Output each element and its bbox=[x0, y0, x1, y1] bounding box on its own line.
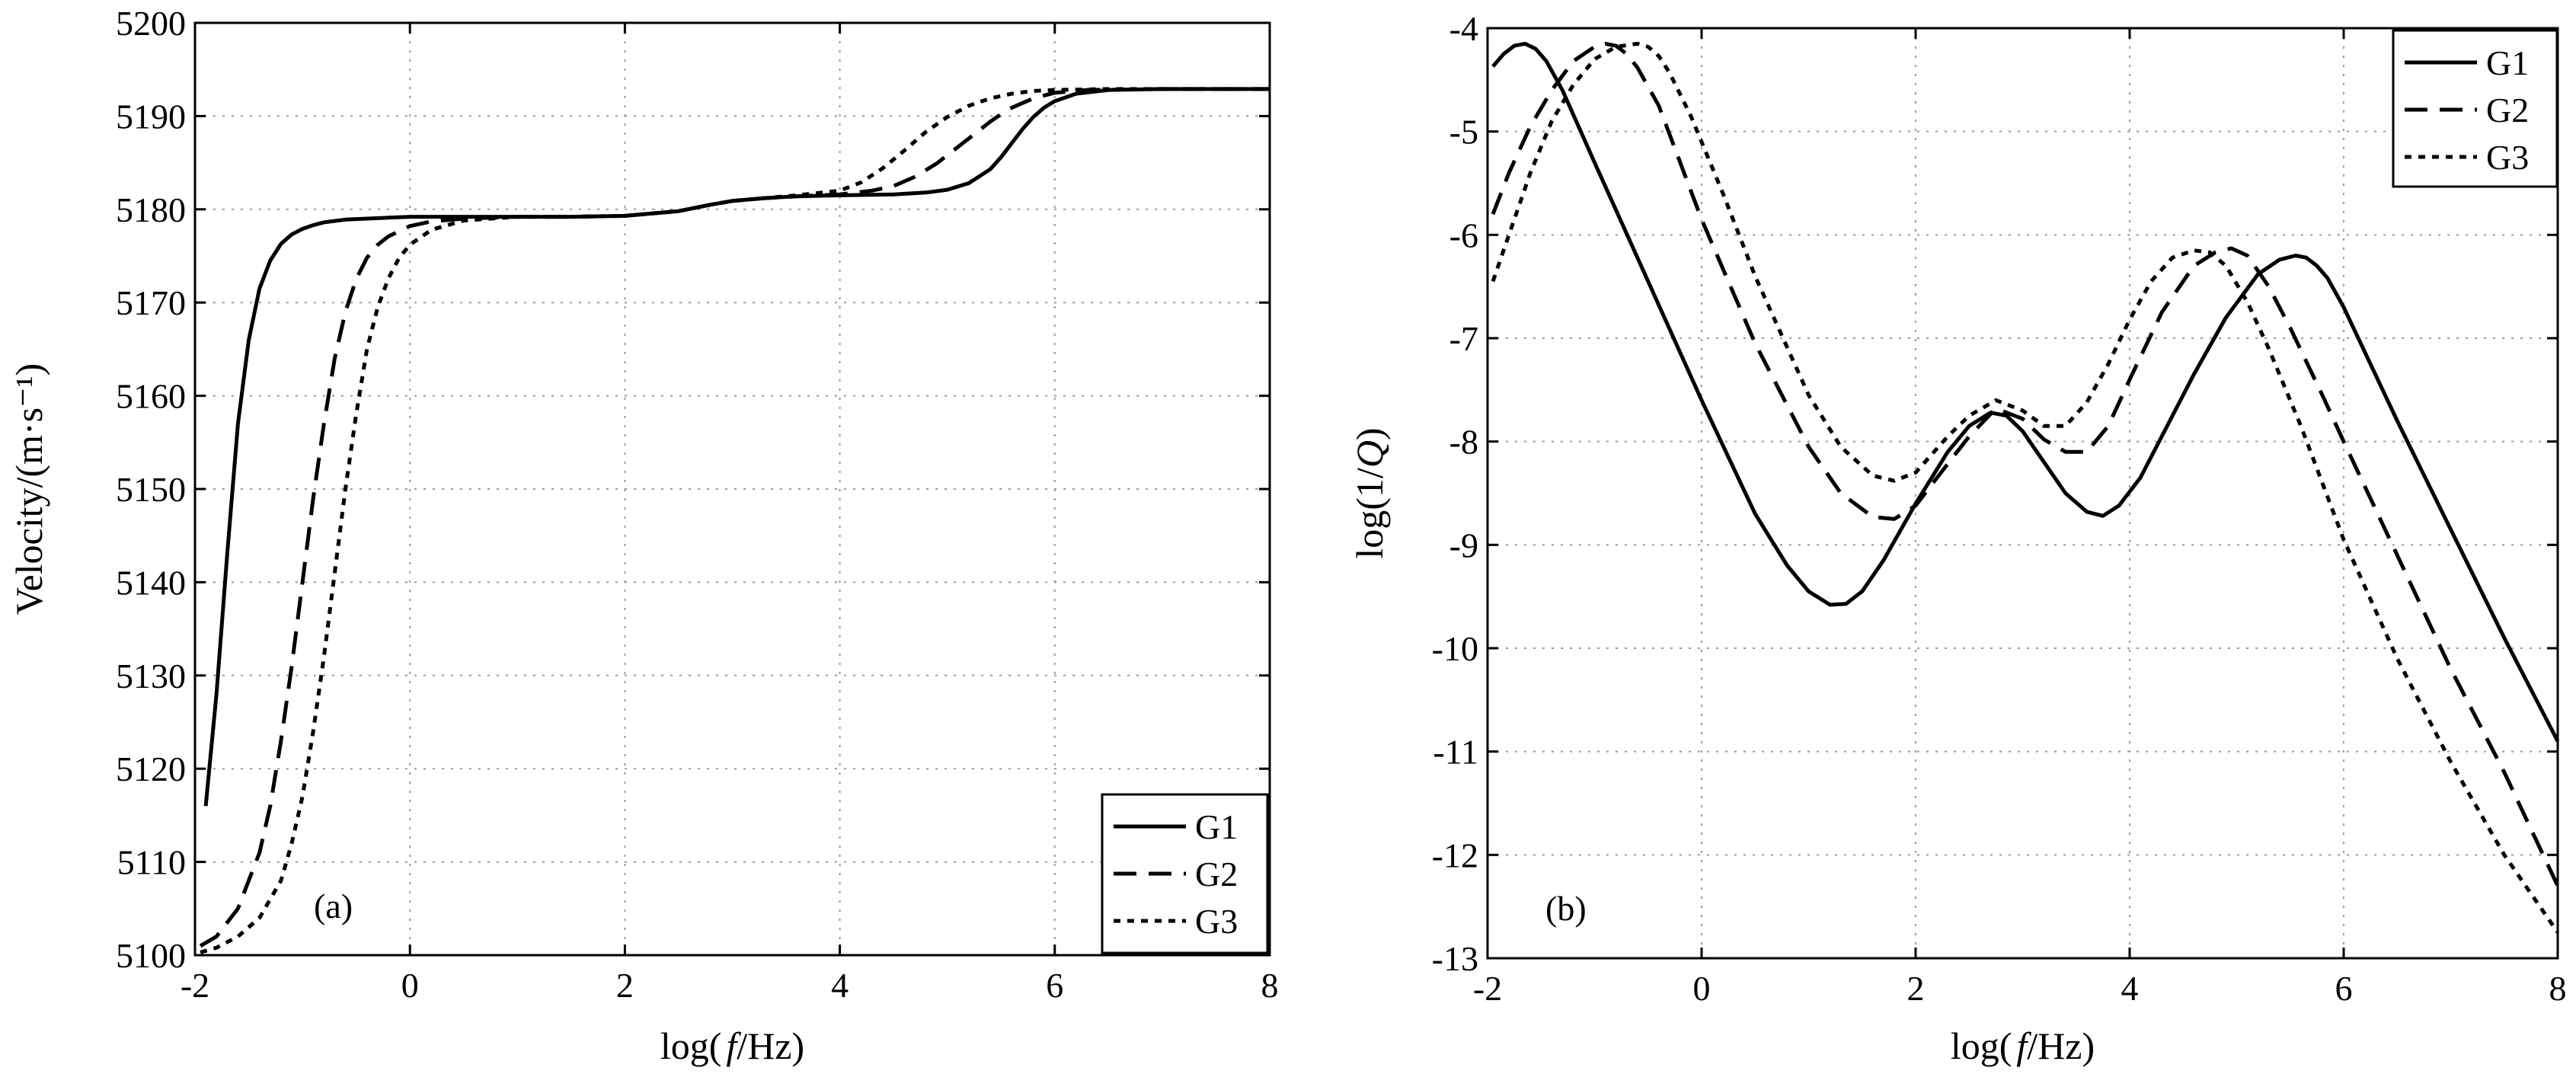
y-tick-label: -5 bbox=[1449, 113, 1478, 152]
y-tick-label: 5110 bbox=[117, 843, 186, 882]
chart-b: -2 0 2 4 6 8 -4 -5 -6 -7 -8 -9 -10 -11 -12 -13 log(f/Hz… bbox=[1348, 9, 2567, 1067]
chart-a-tick-labels: -2 0 2 4 6 8 5100 5110 5120 5130 5140 5150 5160 5170 5… bbox=[116, 4, 1279, 1005]
y-tick-label: -12 bbox=[1432, 836, 1478, 874]
y-tick-label: 5180 bbox=[116, 190, 186, 229]
legend-label-g1: G1 bbox=[2486, 43, 2529, 82]
x-tick-label: 6 bbox=[2335, 969, 2353, 1008]
legend-label-g2: G2 bbox=[1195, 855, 1238, 893]
chart-a-legend: G1 G2 G3 bbox=[1101, 793, 1269, 954]
series-line-g1 bbox=[203, 87, 1270, 807]
y-tick-label: -10 bbox=[1432, 629, 1478, 668]
y-tick-label: 5100 bbox=[116, 936, 186, 975]
y-tick-label: 5140 bbox=[116, 563, 186, 602]
x-tick-label: 2 bbox=[1907, 969, 1925, 1008]
y-tick-label: -4 bbox=[1449, 9, 1478, 48]
series-line-g1 bbox=[1491, 41, 2560, 743]
x-tick-label: 4 bbox=[2121, 969, 2139, 1008]
chart-a-curves bbox=[199, 87, 1270, 954]
chart-a-panel-label: (a) bbox=[314, 887, 353, 925]
x-tick-label: 0 bbox=[401, 966, 419, 1005]
series-line-g3 bbox=[200, 87, 1270, 954]
chart-b-legend: G1 G2 G3 bbox=[2392, 29, 2558, 188]
chart-b-panel-label: (b) bbox=[1545, 889, 1587, 928]
y-tick-label: 5120 bbox=[116, 750, 186, 788]
chart-b-ticks bbox=[1486, 27, 2559, 960]
y-tick-label: -6 bbox=[1449, 216, 1478, 254]
y-tick-label: 5130 bbox=[116, 657, 186, 695]
series-line-g2 bbox=[199, 87, 1270, 948]
legend-label-g1: G1 bbox=[1195, 807, 1238, 846]
legend-label-g3: G3 bbox=[1195, 902, 1238, 941]
chart-b-y-axis-title: log(1/Q) bbox=[1348, 427, 1391, 558]
chart-b-tick-labels: -2 0 2 4 6 8 -4 -5 -6 -7 -8 -9 -10 -11 -12 -13 bbox=[1432, 9, 2567, 1008]
x-tick-label: 8 bbox=[1261, 966, 1279, 1005]
x-tick-label: 4 bbox=[831, 966, 849, 1005]
x-tick-label: 8 bbox=[2549, 969, 2567, 1008]
y-tick-label: 5200 bbox=[116, 4, 186, 43]
chart-a-x-axis-title: log(f/Hz) bbox=[660, 1024, 804, 1067]
x-tick-label: 0 bbox=[1693, 969, 1711, 1008]
series-line-g2 bbox=[1491, 41, 2560, 887]
y-tick-label: -11 bbox=[1433, 733, 1478, 772]
y-tick-label: -9 bbox=[1449, 526, 1478, 564]
y-tick-label: 5170 bbox=[116, 283, 186, 322]
chart-b-x-axis-title: log(f/Hz) bbox=[1951, 1024, 2095, 1067]
y-tick-label: 5160 bbox=[116, 377, 186, 416]
y-tick-label: -13 bbox=[1432, 939, 1478, 978]
chart-b-curves bbox=[1491, 41, 2560, 934]
chart-a: -2 0 2 4 6 8 5100 5110 5120 5130 5140 5150 5160 5170 5… bbox=[8, 4, 1279, 1067]
legend-label-g3: G3 bbox=[2486, 138, 2529, 177]
x-tick-label: -2 bbox=[1473, 969, 1502, 1008]
x-tick-label: 6 bbox=[1046, 966, 1063, 1005]
chart-b-frame bbox=[1486, 27, 2559, 960]
x-tick-label: -2 bbox=[181, 966, 209, 1005]
y-tick-label: 5150 bbox=[116, 470, 186, 509]
chart-a-grid bbox=[195, 23, 1270, 955]
y-tick-label: 5190 bbox=[116, 97, 186, 136]
legend-label-g2: G2 bbox=[2486, 91, 2529, 129]
y-tick-label: -7 bbox=[1449, 319, 1478, 358]
x-tick-label: 2 bbox=[616, 966, 634, 1005]
chart-a-y-axis-title: Velocity/(m·s⁻¹) bbox=[8, 363, 50, 615]
y-tick-label: -8 bbox=[1449, 423, 1478, 462]
